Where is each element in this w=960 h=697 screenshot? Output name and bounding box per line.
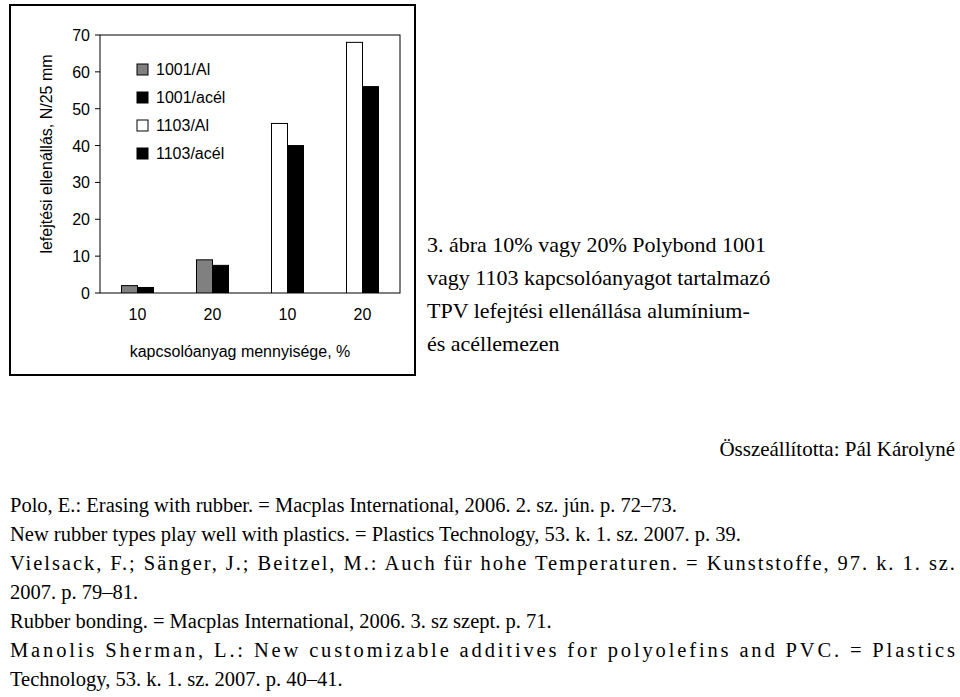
reference-line: Vielsack, F.; Sänger, J.; Beitzel, M.: A… — [10, 552, 955, 575]
x-axis-label: kapcsolóanyag mennyisége, % — [130, 343, 351, 360]
x-tick-label: 20 — [204, 306, 222, 323]
x-tick-label: 10 — [279, 306, 297, 323]
reference-line: Rubber bonding. = Macplas International,… — [10, 610, 552, 633]
caption-line: és acéllemezen — [427, 331, 560, 356]
legend-label: 1001/acél — [156, 89, 225, 106]
bar — [138, 287, 154, 293]
y-tick — [95, 182, 100, 183]
y-tick-label: 0 — [81, 285, 90, 302]
bar — [272, 123, 288, 293]
reference-line: Technology, 53. k. 1. sz. 2007. p. 40–41… — [10, 668, 343, 691]
bar — [363, 87, 379, 293]
y-tick-label: 50 — [72, 101, 90, 118]
y-tick-label: 30 — [72, 174, 90, 191]
y-tick — [95, 145, 100, 146]
y-tick — [95, 71, 100, 72]
legend-swatch — [137, 148, 148, 159]
legend-swatch — [137, 64, 148, 75]
bar — [347, 42, 363, 293]
x-tick-label: 20 — [354, 306, 372, 323]
reference-line: 2007. p. 79–81. — [10, 581, 138, 604]
y-tick — [95, 108, 100, 109]
y-axis-label: lefejtési ellenállás, N/25 mm — [38, 54, 55, 253]
y-tick-label: 40 — [72, 138, 90, 155]
compiled-by: Összeállította: Pál Károlyné — [719, 437, 955, 461]
y-tick — [95, 256, 100, 257]
y-tick — [95, 219, 100, 220]
bar — [288, 146, 304, 293]
y-tick-label: 70 — [72, 27, 90, 44]
y-tick — [95, 293, 100, 294]
y-tick — [95, 35, 100, 36]
reference-line: Manolis Sherman, L.: New customizable ad… — [10, 639, 955, 662]
reference-line: Polo, E.: Erasing with rubber. = Macplas… — [10, 494, 677, 517]
bar — [213, 265, 229, 293]
page: 0 10 20 30 40 50 60 70 lefejtési ellenállás, N/2… — [0, 0, 960, 697]
caption-line: vagy 1103 kapcsolóanyagot tartalmazó — [427, 265, 770, 290]
legend-label: 1103/Al — [156, 117, 209, 134]
y-tick-label: 20 — [72, 211, 90, 228]
y-tick-label: 10 — [72, 248, 90, 265]
legend-swatch — [137, 92, 148, 103]
x-tick-label: 10 — [129, 306, 147, 323]
bar — [197, 260, 213, 293]
chart-frame — [10, 5, 415, 375]
legend-label: 1103/acél — [156, 145, 224, 162]
bar — [122, 286, 138, 293]
legend-swatch — [137, 120, 148, 131]
bars — [122, 42, 379, 293]
legend-label: 1001/Al — [156, 61, 210, 78]
caption-line: 3. ábra 10% vagy 20% Polybond 1001 — [427, 232, 766, 257]
plot-frame — [100, 35, 400, 293]
reference-line: New rubber types play well with plastics… — [10, 523, 741, 546]
caption-line: TPV lefejtési ellenállása alumínium- — [427, 298, 750, 323]
y-tick-label: 60 — [72, 64, 90, 81]
